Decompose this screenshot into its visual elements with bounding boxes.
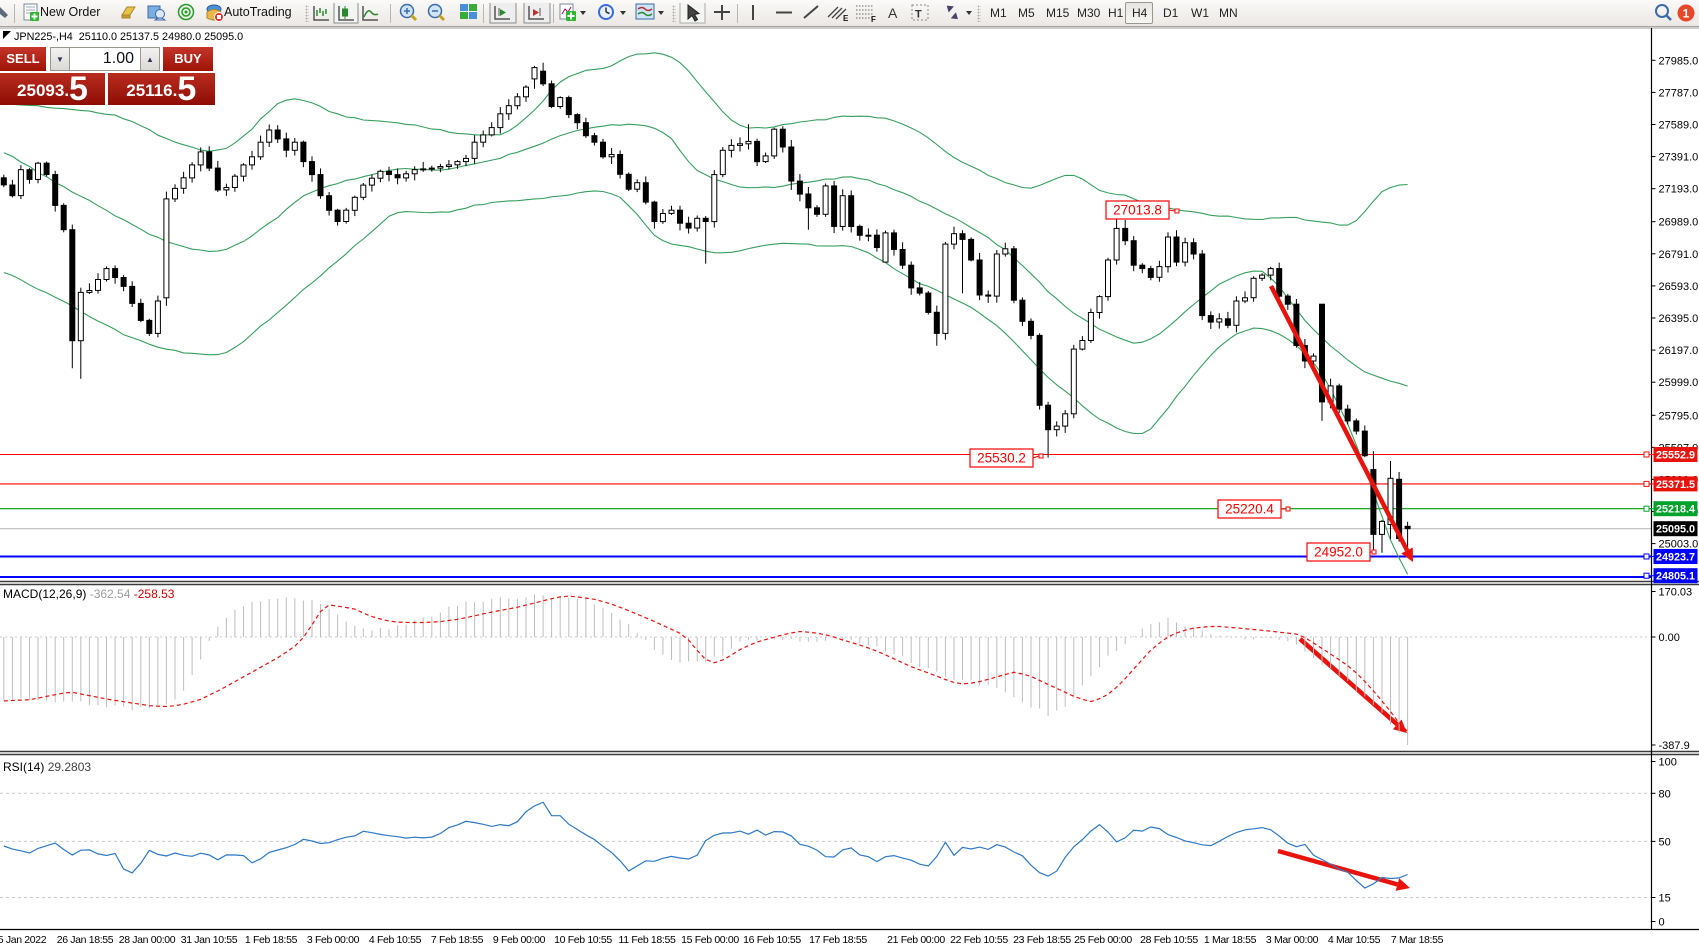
svg-text:F: F — [871, 15, 876, 24]
svg-text:MACD(12,26,9) -362.54 -258.53: MACD(12,26,9) -362.54 -258.53 — [3, 587, 175, 601]
svg-text:0.00: 0.00 — [1659, 632, 1680, 644]
svg-text:1 Mar 18:55: 1 Mar 18:55 — [1204, 934, 1257, 946]
svg-text:5 Jan 2022: 5 Jan 2022 — [0, 934, 47, 946]
svg-text:A: A — [888, 5, 898, 21]
svg-text:25218.4: 25218.4 — [1656, 504, 1695, 516]
svg-text:JPN225-,H4 25110.0 25137.5 24: JPN225-,H4 25110.0 25137.5 24980.0 25095… — [14, 31, 243, 43]
svg-text:4 Mar 10:55: 4 Mar 10:55 — [1328, 934, 1381, 946]
svg-text:26 Jan 18:55: 26 Jan 18:55 — [57, 934, 114, 946]
svg-text:25220.4: 25220.4 — [1225, 502, 1274, 517]
svg-text:4 Feb 10:55: 4 Feb 10:55 — [369, 934, 422, 946]
svg-text:26395.0: 26395.0 — [1659, 313, 1699, 325]
svg-text:80: 80 — [1659, 788, 1671, 800]
svg-text:T: T — [915, 9, 922, 21]
svg-text:1 Feb 18:55: 1 Feb 18:55 — [245, 934, 298, 946]
svg-text:27985.0: 27985.0 — [1659, 55, 1699, 67]
svg-text:11 Feb 18:55: 11 Feb 18:55 — [619, 934, 676, 946]
svg-text:100: 100 — [1659, 757, 1677, 769]
svg-text:25095.0: 25095.0 — [1656, 524, 1695, 536]
svg-text:RSI(14) 29.2803: RSI(14) 29.2803 — [3, 760, 91, 774]
svg-text:27589.0: 27589.0 — [1659, 120, 1699, 132]
svg-text:27787.0: 27787.0 — [1659, 87, 1699, 99]
svg-text:26197.0: 26197.0 — [1659, 345, 1699, 357]
svg-text:24923.7: 24923.7 — [1656, 552, 1695, 564]
svg-text:7 Feb 18:55: 7 Feb 18:55 — [431, 934, 484, 946]
svg-text:15: 15 — [1659, 893, 1671, 905]
svg-text:25552.9: 25552.9 — [1656, 450, 1695, 462]
svg-text:25 Feb 00:00: 25 Feb 00:00 — [1074, 934, 1132, 946]
svg-text:26593.0: 26593.0 — [1659, 281, 1699, 293]
svg-text:27193.0: 27193.0 — [1659, 184, 1699, 196]
svg-text:-387.9: -387.9 — [1659, 740, 1690, 752]
svg-text:10 Feb 10:55: 10 Feb 10:55 — [554, 934, 612, 946]
svg-text:7 Mar 18:55: 7 Mar 18:55 — [1391, 934, 1444, 946]
svg-text:21 Feb 00:00: 21 Feb 00:00 — [887, 934, 945, 946]
svg-text:27013.8: 27013.8 — [1113, 203, 1162, 218]
svg-text:28 Jan 00:00: 28 Jan 00:00 — [119, 934, 176, 946]
svg-text:15 Feb 00:00: 15 Feb 00:00 — [681, 934, 739, 946]
svg-text:22 Feb 10:55: 22 Feb 10:55 — [950, 934, 1008, 946]
svg-text:25530.2: 25530.2 — [977, 451, 1026, 466]
svg-text:24952.0: 24952.0 — [1314, 545, 1363, 560]
svg-text:24805.1: 24805.1 — [1656, 571, 1695, 583]
svg-text:25371.5: 25371.5 — [1656, 479, 1695, 491]
svg-text:3 Feb 00:00: 3 Feb 00:00 — [307, 934, 360, 946]
svg-text:9 Feb 00:00: 9 Feb 00:00 — [493, 934, 546, 946]
svg-text:16 Feb 10:55: 16 Feb 10:55 — [743, 934, 801, 946]
svg-text:23 Feb 18:55: 23 Feb 18:55 — [1013, 934, 1071, 946]
svg-text:25003.0: 25003.0 — [1659, 539, 1699, 551]
svg-text:50: 50 — [1659, 836, 1671, 848]
svg-text:1: 1 — [1683, 7, 1690, 21]
svg-text:27391.0: 27391.0 — [1659, 152, 1699, 164]
svg-text:170.03: 170.03 — [1659, 587, 1693, 599]
svg-text:26791.0: 26791.0 — [1659, 249, 1699, 261]
svg-text:E: E — [843, 14, 849, 23]
svg-text:3 Mar 00:00: 3 Mar 00:00 — [1266, 934, 1319, 946]
svg-text:26989.0: 26989.0 — [1659, 217, 1699, 229]
svg-text:28 Feb 10:55: 28 Feb 10:55 — [1140, 934, 1198, 946]
svg-text:0: 0 — [1659, 917, 1665, 929]
svg-text:17 Feb 18:55: 17 Feb 18:55 — [809, 934, 867, 946]
svg-text:31 Jan 10:55: 31 Jan 10:55 — [181, 934, 238, 946]
svg-text:25795.0: 25795.0 — [1659, 410, 1699, 422]
svg-text:25999.0: 25999.0 — [1659, 377, 1699, 389]
